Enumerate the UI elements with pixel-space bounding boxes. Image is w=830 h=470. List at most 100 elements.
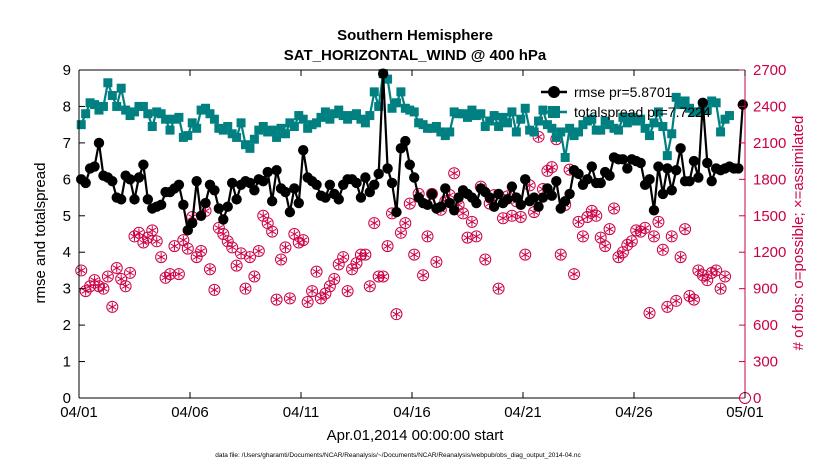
- rmse-point: [320, 192, 331, 203]
- obs-possible-point: [337, 251, 350, 264]
- totalspread-point: [272, 132, 282, 142]
- obs-possible-point: [124, 266, 137, 279]
- totalspread-point: [391, 98, 401, 108]
- obs-assimilated-point: [458, 208, 468, 218]
- obs-possible-point: [603, 223, 616, 236]
- rmse-point: [133, 172, 145, 183]
- asterisk-stroke: [609, 205, 619, 212]
- obs-possible-point: [221, 235, 234, 248]
- obs-possible-point: [381, 240, 394, 253]
- obs-assimilated-point: [649, 231, 659, 241]
- rmse-point: [231, 194, 242, 205]
- obs-possible-point: [88, 274, 101, 287]
- asterisk-stroke: [529, 209, 539, 215]
- asterisk-stroke: [281, 244, 290, 251]
- obs-possible-point: [621, 238, 634, 251]
- rmse-point: [386, 177, 398, 189]
- asterisk-stroke: [516, 214, 525, 220]
- rmse-point: [617, 154, 629, 165]
- y-axis-label-right: # of obs: o=possible; ×=assimilated: [790, 116, 807, 351]
- rmse-point: [258, 175, 269, 187]
- totalspread-point: [107, 91, 117, 101]
- obs-possible-point: [479, 253, 492, 266]
- x-tick-label: 04/06: [171, 404, 209, 421]
- asterisk-stroke: [645, 310, 654, 316]
- obs-possible-point: [110, 262, 123, 275]
- rmse-point: [173, 179, 185, 190]
- rmse-point: [697, 97, 709, 109]
- obs-possible-point: [319, 287, 332, 300]
- totalspread-point: [201, 103, 211, 113]
- obs-assimilated-point: [281, 242, 290, 252]
- totalspread-point: [258, 121, 268, 131]
- totalspread-point: [658, 121, 668, 131]
- asterisk-stroke: [396, 230, 406, 236]
- totalspread-point: [130, 107, 139, 117]
- obs-assimilated-point: [174, 269, 184, 279]
- totalspread-point: [387, 103, 397, 113]
- obs-possible-point: [314, 292, 327, 305]
- obs-possible-point: [368, 217, 381, 230]
- rmse-point: [702, 157, 713, 169]
- asterisk-stroke: [210, 287, 219, 293]
- asterisk-stroke: [112, 265, 121, 271]
- obs-assimilated-point: [170, 241, 179, 251]
- asterisk-stroke: [472, 233, 481, 240]
- asterisk-stroke: [605, 226, 614, 232]
- totalspread-point: [365, 111, 375, 121]
- totalspread-point: [209, 114, 219, 124]
- obs-possible-point: [430, 255, 443, 268]
- obs-assimilated-point: [640, 223, 650, 233]
- totalspread-point: [409, 107, 419, 117]
- totalspread-point: [463, 112, 472, 122]
- obs-possible-point: [377, 270, 390, 283]
- obs-assimilated-point: [392, 309, 401, 319]
- obs-possible-point: [75, 264, 88, 277]
- rmse-point: [373, 168, 384, 180]
- obs-assimilated-point: [498, 213, 508, 223]
- asterisk-stroke: [640, 225, 650, 231]
- totalspread-point: [560, 152, 570, 162]
- obs-possible-point: [208, 283, 221, 296]
- obs-possible-point: [661, 300, 674, 313]
- rmse-point: [657, 188, 669, 200]
- obs-possible-point: [461, 231, 474, 244]
- legend-rmse-label: rmse pr=5.8701: [574, 84, 673, 100]
- asterisk-stroke: [108, 304, 117, 310]
- obs-assimilated-point: [365, 281, 374, 291]
- rmse-point: [213, 203, 225, 214]
- obs-assimilated-point: [321, 289, 330, 299]
- obs-assimilated-point: [596, 233, 605, 243]
- rmse-point: [648, 205, 660, 216]
- totalspread-point: [334, 105, 344, 115]
- asterisk-stroke: [703, 277, 712, 283]
- obs-assimilated-point: [228, 242, 237, 252]
- asterisk-stroke: [334, 261, 343, 268]
- y-tick-label-left: 2: [63, 317, 71, 334]
- asterisk-stroke: [174, 271, 184, 277]
- obs-assimilated-point: [396, 228, 406, 238]
- totalspread-point: [156, 109, 166, 119]
- totalspread-point: [724, 111, 734, 121]
- obs-possible-point: [266, 225, 279, 238]
- obs-assimilated-point: [698, 270, 707, 280]
- obs-possible-point: [248, 270, 261, 283]
- obs-possible-point: [403, 197, 416, 210]
- obs-assimilated-point: [569, 269, 579, 279]
- asterisk-stroke: [352, 260, 361, 266]
- rmse-point: [107, 175, 118, 187]
- obs-assimilated-point: [299, 235, 308, 245]
- asterisk-stroke: [250, 273, 259, 280]
- asterisk-stroke: [694, 267, 703, 274]
- totalspread-point: [360, 118, 370, 128]
- y-tick-label-left: 7: [63, 135, 71, 152]
- totalspread-point: [551, 132, 561, 142]
- y-tick-label-right: 1800: [753, 171, 786, 188]
- obs-assimilated-point: [272, 295, 281, 305]
- rmse-point: [155, 199, 167, 211]
- rmse-point: [582, 174, 593, 185]
- obs-assimilated-point: [179, 235, 188, 245]
- obs-assimilated-point: [680, 224, 690, 234]
- x-tick-label: 04/01: [60, 404, 98, 421]
- obs-assimilated-point: [232, 261, 241, 271]
